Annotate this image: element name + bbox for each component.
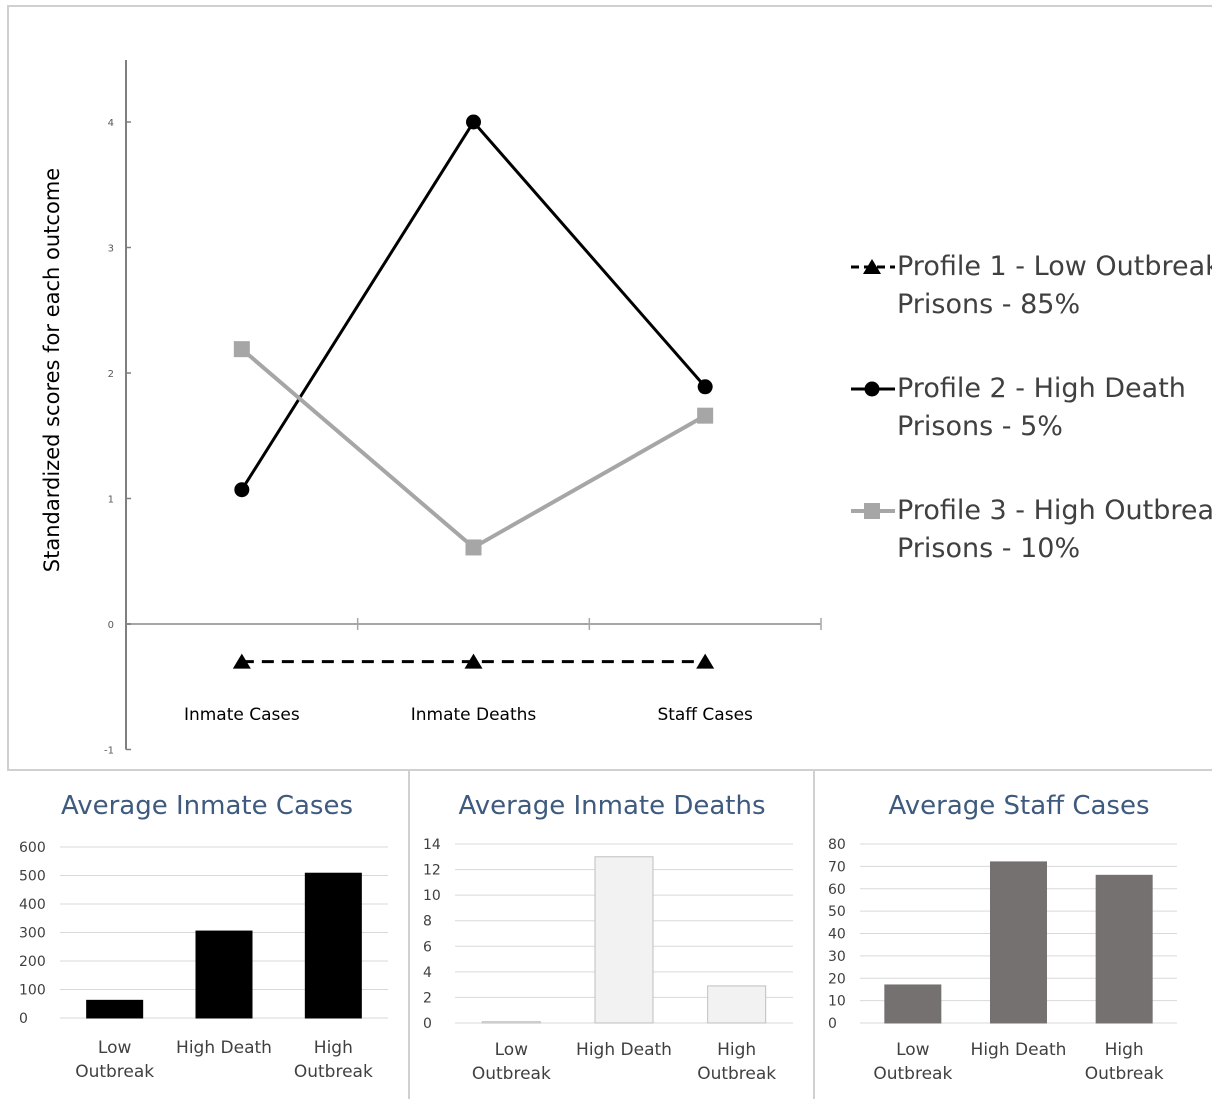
y-tick-label: 0 bbox=[828, 1016, 837, 1032]
x-category-label: High Death bbox=[576, 1040, 672, 1060]
y-tick-label: 2 bbox=[108, 369, 114, 380]
y-tick-label: 2 bbox=[423, 990, 432, 1006]
y-tick-label: 300 bbox=[19, 926, 46, 942]
legend-marker-symbol bbox=[864, 503, 880, 519]
x-category-label: Outbreak bbox=[1085, 1064, 1164, 1084]
inmate-deaths-panel bbox=[410, 769, 815, 1099]
inmate-cases-panel bbox=[7, 769, 410, 1099]
data-point-profile-1 bbox=[696, 653, 715, 669]
x-category-label: Outbreak bbox=[472, 1064, 551, 1084]
y-tick-label: 200 bbox=[19, 954, 46, 970]
legend-marker-icon bbox=[851, 259, 895, 274]
x-category-label: High bbox=[1105, 1040, 1144, 1060]
data-point-profile-2 bbox=[697, 379, 713, 395]
y-tick-label: 600 bbox=[19, 840, 46, 856]
bar-chart-title: Average Staff Cases bbox=[888, 791, 1149, 821]
y-tick-label: 0 bbox=[423, 1016, 432, 1032]
bar bbox=[481, 1021, 541, 1024]
data-point-profile-3 bbox=[697, 407, 714, 424]
y-tick-label: 14 bbox=[423, 837, 441, 853]
y-tick-label: 1 bbox=[108, 495, 114, 506]
legend-label-line: Prisons - 5% bbox=[897, 411, 1063, 442]
y-tick-label: 6 bbox=[423, 939, 432, 955]
data-point-profile-3 bbox=[233, 341, 250, 358]
y-tick-label: 12 bbox=[423, 863, 441, 879]
inmate-deaths-bar-chart: Average Inmate Deaths 0 2 4 6 8 10 12 14 Low Outbr… bbox=[423, 791, 793, 1084]
y-tick-label: 4 bbox=[108, 118, 114, 129]
y-tick-label: 3 bbox=[108, 244, 114, 255]
series-line-profile-2 bbox=[240, 119, 707, 491]
x-category-label: Outbreak bbox=[294, 1062, 373, 1082]
legend-label: Profile 1 - Low Outbreak Prisons - 85% bbox=[897, 248, 1212, 324]
x-category-label: Low bbox=[495, 1040, 529, 1060]
y-tick-label: 40 bbox=[828, 927, 846, 943]
x-category-label: High bbox=[717, 1040, 756, 1060]
y-tick-label: 60 bbox=[828, 882, 846, 898]
x-category-label: Inmate Cases bbox=[184, 705, 300, 725]
legend-label: Profile 2 - High Death Prisons - 5% bbox=[897, 370, 1186, 446]
x-category-label: High Death bbox=[971, 1040, 1067, 1060]
y-tick-label: 80 bbox=[828, 837, 846, 853]
y-tick-label: 4 bbox=[423, 965, 432, 981]
x-category-label: Low bbox=[896, 1040, 930, 1060]
bar bbox=[304, 872, 362, 1019]
y-tick-label: 8 bbox=[423, 914, 432, 930]
x-category-label: High bbox=[314, 1038, 353, 1058]
y-tick-label: 10 bbox=[423, 888, 441, 904]
y-axis-label-text: Standardized scores for each outcome bbox=[40, 167, 64, 573]
legend-label-line: Prisons - 10% bbox=[897, 533, 1081, 564]
bar bbox=[1095, 874, 1153, 1024]
y-tick-label: 0 bbox=[108, 620, 114, 631]
x-category-label: Outbreak bbox=[873, 1064, 952, 1084]
legend-label-line: Profile 2 - High Death bbox=[897, 373, 1186, 404]
legend-marker-icon bbox=[851, 381, 895, 397]
legend-marker-symbol bbox=[864, 381, 880, 397]
y-tick-label: 70 bbox=[828, 859, 846, 875]
x-category-label: Outbreak bbox=[697, 1064, 776, 1084]
data-point-profile-3 bbox=[465, 539, 482, 556]
legend-label: Profile 3 - High Outbreak Prisons - 10% bbox=[897, 492, 1212, 568]
x-category-label: Low bbox=[98, 1038, 132, 1058]
bar bbox=[990, 861, 1047, 1024]
bar bbox=[594, 856, 654, 1024]
y-tick-label: 20 bbox=[828, 971, 846, 987]
data-point-profile-1 bbox=[232, 653, 251, 669]
profile-line-chart: -1 0 1 2 3 4 Inmate Cases Inmate Deaths Staff C… bbox=[104, 60, 822, 757]
legend-marker-symbol bbox=[863, 259, 881, 274]
x-category-label: Outbreak bbox=[75, 1062, 154, 1082]
bar bbox=[86, 999, 144, 1019]
y-tick-label: 100 bbox=[19, 983, 46, 999]
x-category-label: Staff Cases bbox=[657, 705, 753, 725]
bar bbox=[707, 985, 767, 1024]
staff-cases-bar-chart: Average Staff Cases 0 10 20 30 40 50 60 70 80 Low O… bbox=[828, 791, 1177, 1084]
staff-cases-panel bbox=[815, 769, 1212, 1099]
y-tick-label: 400 bbox=[19, 897, 46, 913]
y-tick-label: 30 bbox=[828, 949, 846, 965]
x-category-label: High Death bbox=[176, 1038, 272, 1058]
bar-chart-title: Average Inmate Cases bbox=[61, 791, 353, 821]
bar-chart-title: Average Inmate Deaths bbox=[458, 791, 765, 821]
legend-marker-icon bbox=[851, 503, 895, 519]
y-tick-label: 10 bbox=[828, 994, 846, 1010]
y-tick-label: 50 bbox=[828, 904, 846, 920]
bar bbox=[884, 984, 942, 1024]
y-tick-label: 0 bbox=[19, 1011, 28, 1027]
legend-label-line: Profile 3 - High Outbreak bbox=[897, 495, 1212, 526]
bar bbox=[195, 930, 253, 1019]
data-point-profile-2 bbox=[466, 114, 481, 130]
legend-label-line: Profile 1 - Low Outbreak bbox=[897, 251, 1212, 282]
inmate-cases-bar-chart: Average Inmate Cases 0 100 200 300 400 500 600 L… bbox=[19, 791, 388, 1082]
legend-label-line: Prisons - 85% bbox=[897, 289, 1081, 320]
x-category-label: Inmate Deaths bbox=[411, 705, 537, 725]
y-tick-label: -1 bbox=[104, 746, 114, 757]
y-tick-label: 500 bbox=[19, 869, 46, 885]
data-point-profile-1 bbox=[464, 653, 483, 669]
data-point-profile-2 bbox=[234, 482, 250, 498]
